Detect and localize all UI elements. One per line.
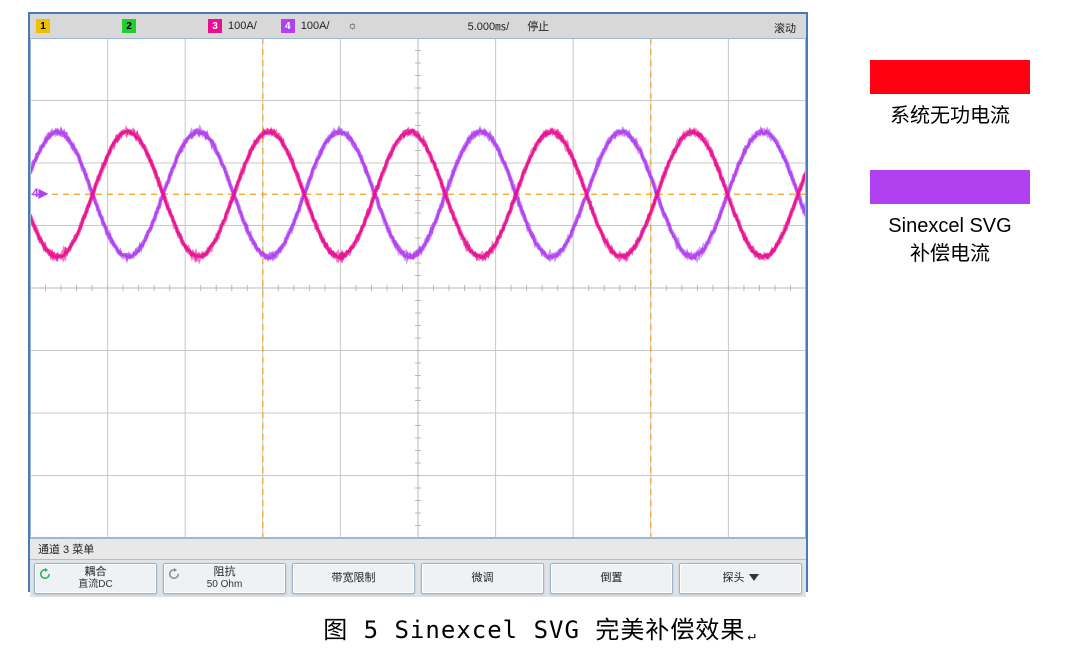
softkey-coupling[interactable]: 耦合 直流DC: [34, 563, 157, 594]
cycle-icon: [39, 568, 51, 580]
legend-swatch-b: [870, 170, 1030, 204]
softkey-invert[interactable]: 倒置: [550, 563, 673, 594]
timebase-label: 5.000㎳/: [468, 18, 510, 34]
softkey-impedance[interactable]: 阻抗 50 Ohm: [163, 563, 286, 594]
ch4-badge: 4: [281, 19, 295, 33]
softkey-bwlimit[interactable]: 带宽限制: [292, 563, 415, 594]
menu-title: 通道 3 菜单: [30, 538, 806, 559]
softkey-label: 倒置: [601, 572, 623, 585]
run-state-label: 停止: [527, 18, 549, 34]
waveform-display: 4▶: [30, 38, 806, 538]
legend-swatch-a: [870, 60, 1030, 94]
ch1-badge: 1: [36, 19, 50, 33]
softkey-probe[interactable]: 探头: [679, 563, 802, 594]
waveform-svg: [30, 38, 806, 538]
ch2-badge: 2: [122, 19, 136, 33]
softkey-label: 探头: [723, 572, 745, 584]
mode-label: 滚动: [774, 20, 796, 36]
softkey-label: 微调: [472, 572, 494, 585]
ch4-scale: 100A/: [301, 20, 330, 32]
chevron-down-icon: [749, 574, 759, 581]
oscilloscope-window: 1 2 3 100A/ 4 100A/ ☼ 5.000㎳/ 停止 滚动 4▶ 通…: [28, 12, 808, 592]
softkey-bar: 耦合 直流DC 阻抗 50 Ohm 带宽限制 微调 倒置 探头: [30, 559, 806, 597]
caption-return-icon: ↵: [747, 628, 756, 644]
legend-label-a: 系统无功电流: [850, 102, 1050, 130]
softkey-label: 耦合: [85, 566, 107, 579]
scope-topbar: 1 2 3 100A/ 4 100A/ ☼ 5.000㎳/ 停止 滚动: [30, 14, 806, 38]
softkey-value: 50 Ohm: [207, 579, 243, 591]
cycle-icon: [168, 568, 180, 580]
softkey-label: 阻抗: [214, 566, 236, 579]
ch3-badge: 3: [208, 19, 222, 33]
channel-ref-marker: 4▶: [32, 186, 48, 200]
figure-caption: 图 5 Sinexcel SVG 完美补偿效果↵: [0, 610, 1080, 645]
legend-label-b: Sinexcel SVG 补偿电流: [850, 212, 1050, 268]
ch3-scale: 100A/: [228, 20, 257, 32]
softkey-label: 带宽限制: [332, 572, 376, 585]
softkey-value: 直流DC: [78, 579, 112, 591]
softkey-vernier[interactable]: 微调: [421, 563, 544, 594]
legend: 系统无功电流 Sinexcel SVG 补偿电流: [850, 60, 1050, 308]
legend-label-b-line2: 补偿电流: [910, 243, 990, 265]
intensity-icon: ☼: [348, 20, 358, 32]
legend-label-b-line1: Sinexcel SVG: [888, 215, 1011, 237]
